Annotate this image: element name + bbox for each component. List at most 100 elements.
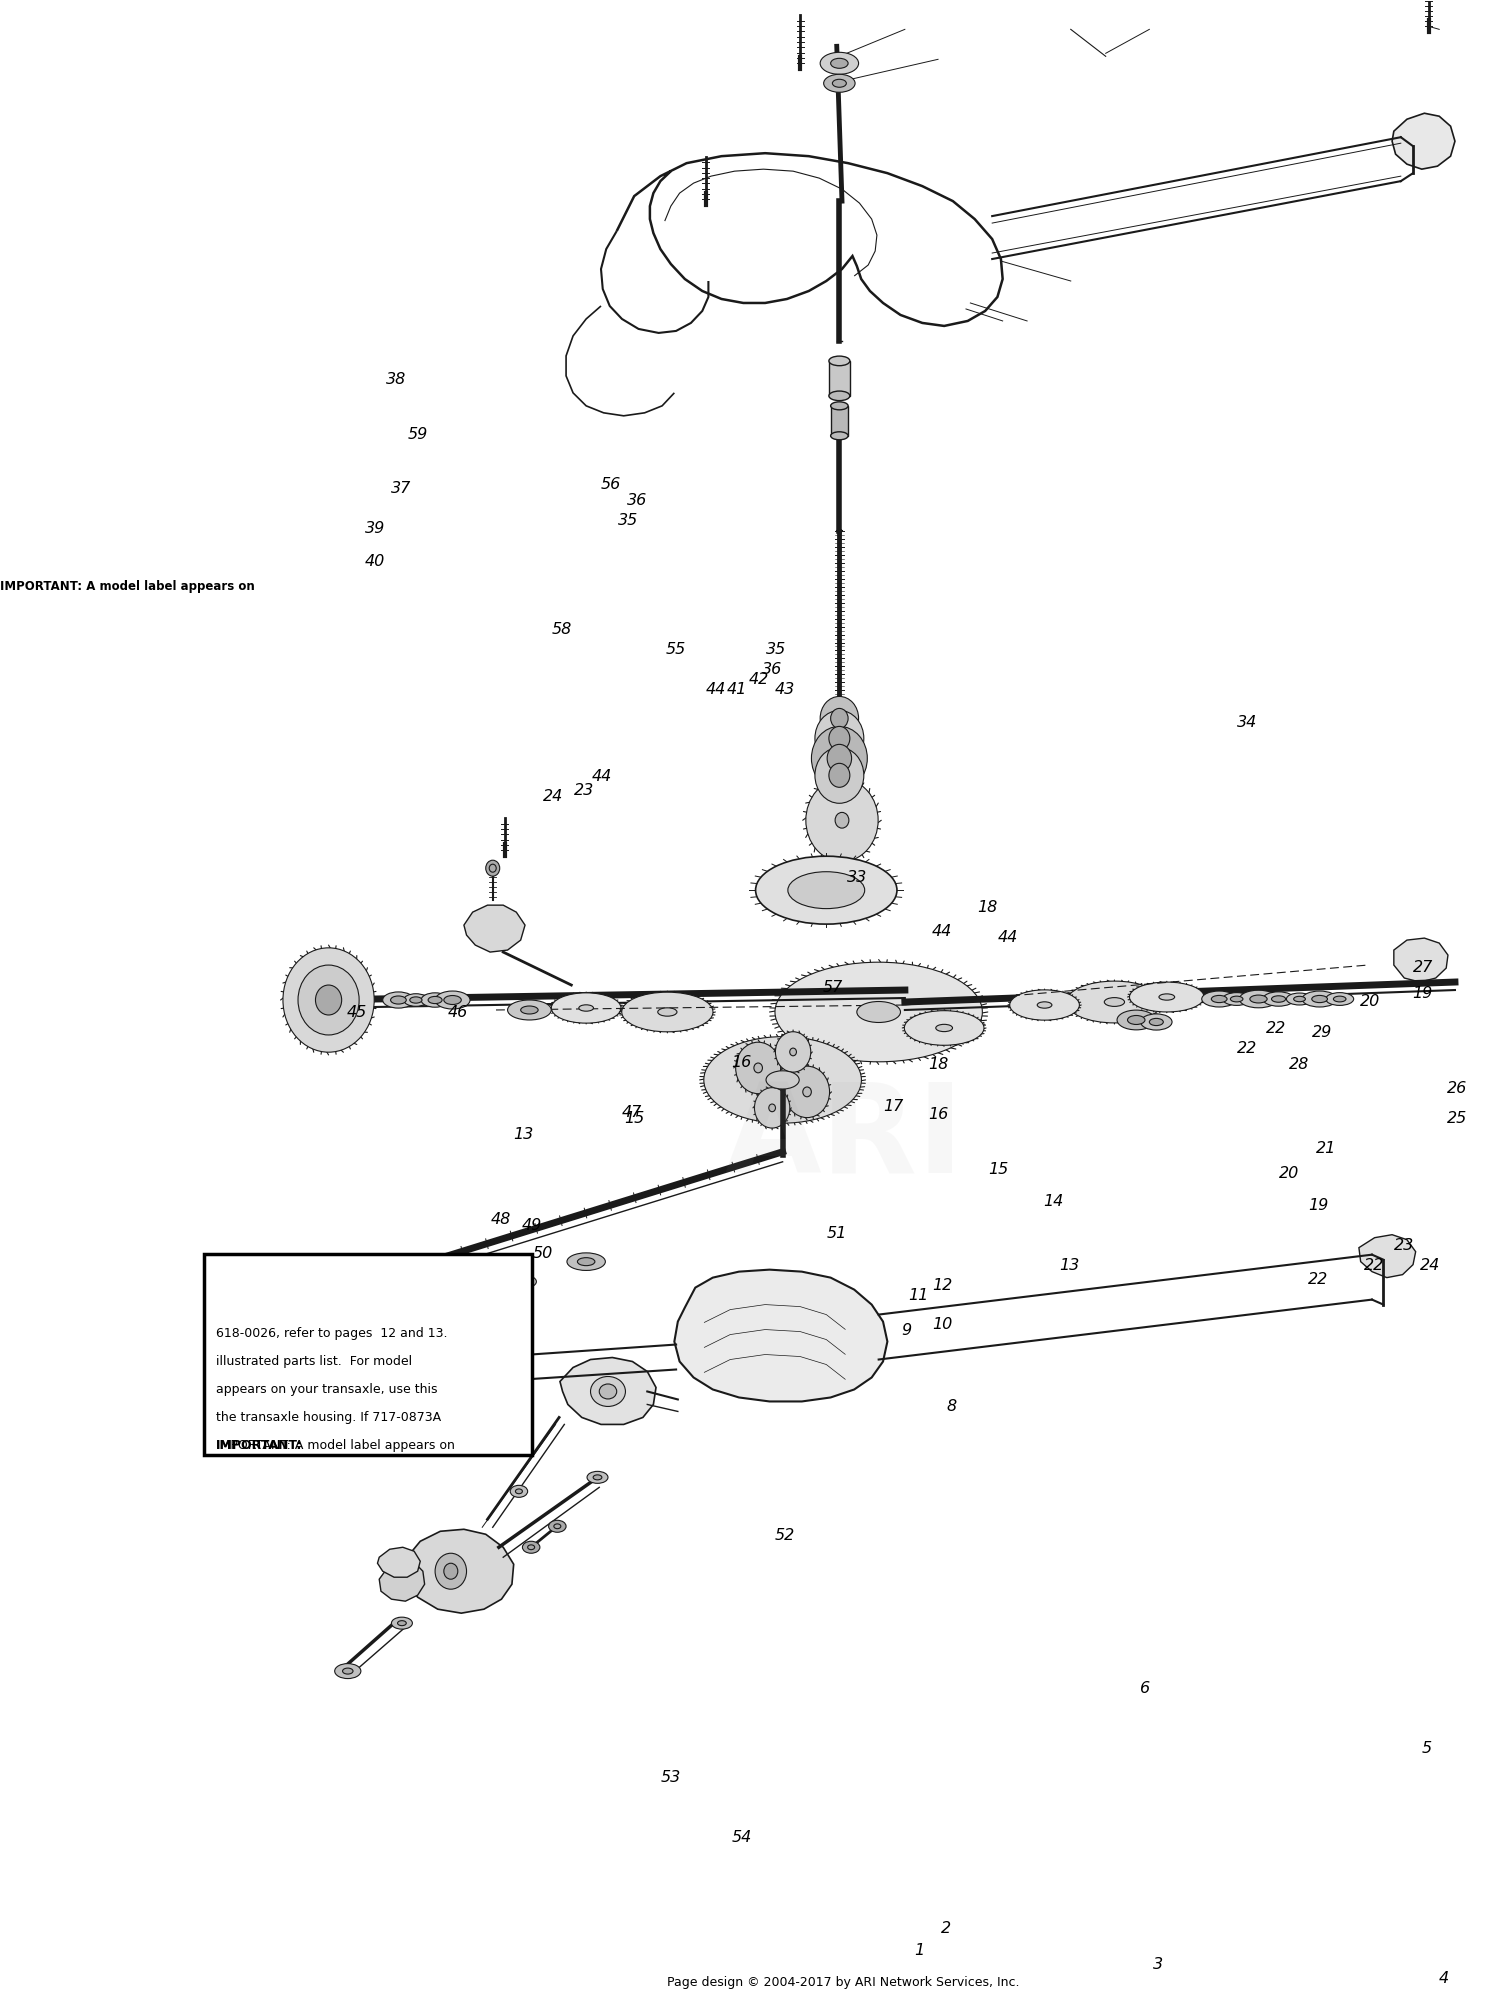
Ellipse shape xyxy=(776,962,982,1062)
Ellipse shape xyxy=(770,1105,776,1111)
Ellipse shape xyxy=(578,1258,596,1266)
Ellipse shape xyxy=(831,431,848,439)
Ellipse shape xyxy=(754,1062,762,1073)
Ellipse shape xyxy=(831,708,848,728)
Ellipse shape xyxy=(552,992,621,1024)
Ellipse shape xyxy=(435,1552,466,1589)
Ellipse shape xyxy=(1312,996,1328,1002)
Text: Page design © 2004-2017 by ARI Network Services, Inc.: Page design © 2004-2017 by ARI Network S… xyxy=(668,1976,1020,1988)
Ellipse shape xyxy=(815,710,864,766)
Ellipse shape xyxy=(831,58,848,69)
Ellipse shape xyxy=(444,1562,458,1579)
Polygon shape xyxy=(560,1357,656,1425)
Polygon shape xyxy=(1359,1234,1416,1278)
Ellipse shape xyxy=(284,948,374,1052)
Text: 38: 38 xyxy=(386,373,406,387)
Ellipse shape xyxy=(1036,1002,1052,1008)
Polygon shape xyxy=(404,1530,513,1613)
Ellipse shape xyxy=(1272,996,1286,1002)
Text: 51: 51 xyxy=(827,1226,848,1242)
Ellipse shape xyxy=(1149,1018,1164,1026)
Text: 24: 24 xyxy=(543,788,562,804)
Ellipse shape xyxy=(1334,996,1346,1002)
Ellipse shape xyxy=(936,1024,952,1032)
Ellipse shape xyxy=(592,1476,602,1480)
Text: 15: 15 xyxy=(624,1111,645,1127)
Text: 47: 47 xyxy=(621,1105,642,1121)
Ellipse shape xyxy=(802,1087,812,1097)
Text: 55: 55 xyxy=(666,643,686,657)
Text: 21: 21 xyxy=(1316,1141,1336,1157)
Text: 52: 52 xyxy=(774,1528,795,1542)
Ellipse shape xyxy=(444,1290,465,1300)
Ellipse shape xyxy=(1202,992,1236,1008)
Ellipse shape xyxy=(506,1274,537,1288)
Ellipse shape xyxy=(516,1490,522,1494)
Text: 50: 50 xyxy=(532,1246,552,1262)
Ellipse shape xyxy=(756,857,897,923)
Ellipse shape xyxy=(427,996,442,1004)
Text: 3: 3 xyxy=(1154,1958,1162,1972)
Ellipse shape xyxy=(1140,1014,1172,1030)
Text: 8: 8 xyxy=(946,1399,956,1413)
Text: 43: 43 xyxy=(774,681,795,698)
Text: 33: 33 xyxy=(846,869,867,885)
Ellipse shape xyxy=(342,1667,352,1673)
Text: 24: 24 xyxy=(1420,1258,1440,1274)
Ellipse shape xyxy=(554,1524,561,1528)
Ellipse shape xyxy=(1326,992,1353,1006)
Ellipse shape xyxy=(831,401,848,409)
Text: 40: 40 xyxy=(364,554,386,569)
Ellipse shape xyxy=(776,1032,812,1073)
Ellipse shape xyxy=(404,994,427,1006)
Ellipse shape xyxy=(827,744,852,772)
Text: 19: 19 xyxy=(1308,1198,1328,1214)
Ellipse shape xyxy=(836,812,849,829)
Text: 22: 22 xyxy=(1266,1020,1286,1036)
Text: 23: 23 xyxy=(1394,1238,1414,1254)
Text: 44: 44 xyxy=(998,929,1017,946)
Ellipse shape xyxy=(1230,996,1244,1002)
Text: 57: 57 xyxy=(824,980,843,996)
Ellipse shape xyxy=(520,1006,538,1014)
Text: 59: 59 xyxy=(408,427,428,442)
Ellipse shape xyxy=(821,696,858,740)
Text: 18: 18 xyxy=(978,899,998,915)
Text: 44: 44 xyxy=(705,681,726,698)
Text: 56: 56 xyxy=(600,478,621,492)
Ellipse shape xyxy=(390,996,406,1004)
Text: 54: 54 xyxy=(732,1831,752,1845)
Ellipse shape xyxy=(298,966,358,1034)
Ellipse shape xyxy=(1263,992,1294,1006)
Ellipse shape xyxy=(591,1377,626,1407)
Text: 16: 16 xyxy=(928,1107,948,1123)
Ellipse shape xyxy=(600,1383,616,1399)
Text: 45: 45 xyxy=(346,1004,366,1020)
Text: 1: 1 xyxy=(915,1943,926,1958)
Text: 34: 34 xyxy=(1238,714,1257,730)
Text: 18: 18 xyxy=(928,1056,948,1073)
Text: 39: 39 xyxy=(364,522,386,536)
Ellipse shape xyxy=(830,726,850,750)
Text: 58: 58 xyxy=(552,623,573,637)
Ellipse shape xyxy=(528,1544,534,1550)
Polygon shape xyxy=(1394,937,1447,982)
Text: 20: 20 xyxy=(1280,1165,1299,1181)
Ellipse shape xyxy=(1239,990,1278,1008)
Ellipse shape xyxy=(815,748,864,802)
Text: 5: 5 xyxy=(1422,1742,1431,1756)
Bar xyxy=(830,361,850,395)
Ellipse shape xyxy=(704,1036,861,1123)
Text: 44: 44 xyxy=(932,923,952,939)
Text: 37: 37 xyxy=(392,482,411,496)
Text: 14: 14 xyxy=(1042,1193,1064,1210)
Text: 46: 46 xyxy=(447,1004,468,1020)
Text: the transaxle housing. If 717-0873A: the transaxle housing. If 717-0873A xyxy=(216,1411,441,1423)
Text: 42: 42 xyxy=(748,673,768,687)
Polygon shape xyxy=(464,905,525,952)
Text: 25: 25 xyxy=(1446,1111,1467,1127)
Ellipse shape xyxy=(567,1252,606,1270)
Ellipse shape xyxy=(486,861,500,877)
Text: 13: 13 xyxy=(513,1127,532,1143)
Text: 35: 35 xyxy=(765,643,786,657)
